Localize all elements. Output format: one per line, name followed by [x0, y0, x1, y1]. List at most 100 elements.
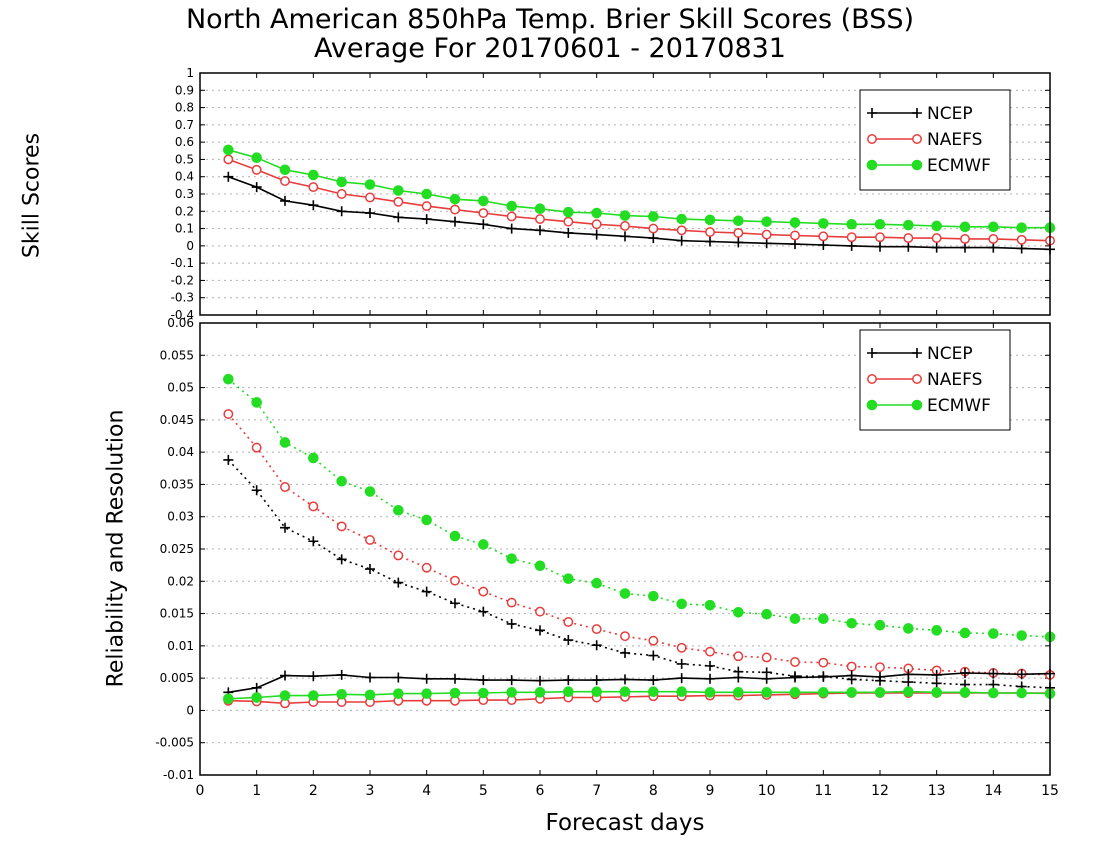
- bottom-point-ncep: [223, 454, 234, 465]
- bottom-legend-label-naefs: NAEFS: [927, 370, 982, 390]
- bottom-point-naefs: [280, 482, 290, 492]
- bottom-point-ecmwf: [676, 598, 687, 610]
- bottom-point-ncep: [308, 536, 319, 547]
- top-point-ncep: [988, 242, 999, 253]
- bottom-point-naefs: [761, 652, 772, 663]
- bottom-point-ncep: [535, 675, 545, 686]
- bottom-point-ncep: [960, 667, 970, 678]
- bottom-x-tick-label: 7: [592, 783, 601, 799]
- top-point-ecmwf: [449, 193, 461, 205]
- bottom-legend-box: [859, 329, 1011, 431]
- top-point-naefs: [308, 182, 319, 193]
- top-point-ecmwf: [733, 215, 744, 227]
- chart-title-line2: Average For 20170601 - 20170831: [314, 33, 786, 64]
- bottom-point-ncep: [535, 625, 545, 636]
- bottom-point-ncep: [478, 606, 489, 617]
- bottom-point-naefs: [705, 646, 715, 657]
- top-point-naefs: [535, 214, 545, 225]
- top-point-ecmwf: [223, 144, 234, 156]
- chart-title-line1: North American 850hPa Temp. Brier Skill …: [185, 4, 915, 35]
- bottom-point-naefs: [393, 550, 404, 561]
- top-point-ecmwf: [846, 218, 857, 230]
- bottom-point-ncep: [421, 673, 432, 684]
- top-point-ecmwf: [761, 216, 772, 227]
- bottom-point-naefs: [591, 624, 602, 635]
- bottom-point-naefs: [563, 617, 574, 627]
- bottom-point-ecmwf: [874, 687, 886, 698]
- bottom-point-ecmwf: [648, 590, 659, 602]
- top-point-ncep: [1016, 243, 1027, 254]
- top-point-ecmwf: [959, 221, 971, 233]
- top-point-ncep: [365, 208, 375, 219]
- bottom-point-ecmwf: [733, 606, 744, 618]
- bottom-point-ecmwf: [874, 619, 886, 631]
- bottom-point-ncep: [733, 672, 744, 683]
- bottom-point-ncep: [931, 678, 942, 689]
- bottom-x-tick-label: 15: [1041, 783, 1059, 799]
- top-point-naefs: [478, 208, 489, 218]
- top-point-ncep: [478, 219, 489, 230]
- bottom-point-ecmwf: [534, 687, 546, 698]
- top-y-tick-label: 0: [186, 239, 194, 253]
- bottom-point-ecmwf: [959, 627, 971, 639]
- bottom-point-ecmwf: [393, 688, 404, 699]
- top-y-tick-label: -0.4: [171, 308, 194, 322]
- top-point-naefs: [733, 227, 744, 238]
- top-point-ecmwf: [251, 152, 262, 163]
- top-y-tick-label: -0.2: [171, 273, 194, 287]
- bottom-x-tick-label: 10: [758, 783, 776, 799]
- top-y-tick-label: 0.8: [175, 101, 194, 115]
- top-point-ecmwf: [931, 220, 942, 232]
- bottom-x-tick-label: 8: [649, 783, 658, 799]
- top-point-ecmwf: [676, 213, 687, 225]
- bottom-point-ecmwf: [761, 687, 772, 698]
- bottom-point-ecmwf: [393, 504, 404, 516]
- top-point-ecmwf: [506, 200, 517, 212]
- bottom-x-tick-label: 5: [479, 783, 488, 799]
- top-y-tick-label: 0.9: [175, 83, 194, 97]
- top-point-ecmwf: [336, 176, 347, 188]
- top-point-ncep: [280, 195, 290, 206]
- top-point-ecmwf: [789, 217, 801, 228]
- top-y-tick-label: -0.3: [171, 291, 194, 305]
- bottom-point-ncep: [818, 671, 829, 682]
- bottom-legend-marker-ncep: [867, 348, 877, 358]
- bottom-point-ecmwf: [478, 539, 489, 550]
- top-point-ncep: [450, 216, 460, 227]
- top-point-naefs: [761, 229, 772, 240]
- top-point-ncep: [336, 206, 347, 217]
- top-legend-marker-ncep: [912, 108, 922, 118]
- bottom-point-naefs: [676, 642, 687, 653]
- bottom-point-ncep: [506, 675, 517, 686]
- bottom-point-ncep: [620, 647, 630, 658]
- bottom-point-ecmwf: [818, 613, 829, 625]
- bottom-point-ncep: [421, 586, 432, 597]
- top-y-tick-label: 0.4: [175, 170, 194, 184]
- top-legend-marker-ecmwf: [866, 159, 878, 171]
- bottom-point-ncep: [450, 673, 460, 684]
- bottom-panel-frame: [199, 322, 1051, 776]
- top-point-ncep: [648, 233, 659, 244]
- top-point-ncep: [563, 227, 574, 238]
- top-point-naefs: [223, 154, 234, 165]
- top-point-ecmwf: [279, 164, 291, 176]
- bottom-point-ncep: [648, 675, 659, 686]
- top-point-ncep: [620, 231, 630, 242]
- top-point-naefs: [676, 225, 687, 236]
- bottom-y-tick-label: 0.02: [167, 574, 194, 588]
- top-y-tick-label: 1: [186, 66, 194, 80]
- bottom-x-tick-label: 12: [871, 783, 889, 799]
- bottom-point-ncep: [591, 640, 602, 651]
- top-point-ncep: [790, 239, 800, 250]
- bottom-point-naefs: [478, 586, 489, 597]
- top-point-naefs: [648, 223, 659, 234]
- bottom-point-ecmwf: [478, 687, 489, 699]
- bottom-x-tick-label: 3: [366, 783, 375, 799]
- bottom-point-naefs: [365, 535, 375, 545]
- bottom-y-tick-label: -0.01: [163, 768, 194, 782]
- top-point-naefs: [393, 196, 404, 207]
- bottom-point-naefs: [506, 597, 517, 608]
- bottom-y-tick-label: 0.01: [167, 639, 194, 653]
- top-point-naefs: [988, 233, 999, 244]
